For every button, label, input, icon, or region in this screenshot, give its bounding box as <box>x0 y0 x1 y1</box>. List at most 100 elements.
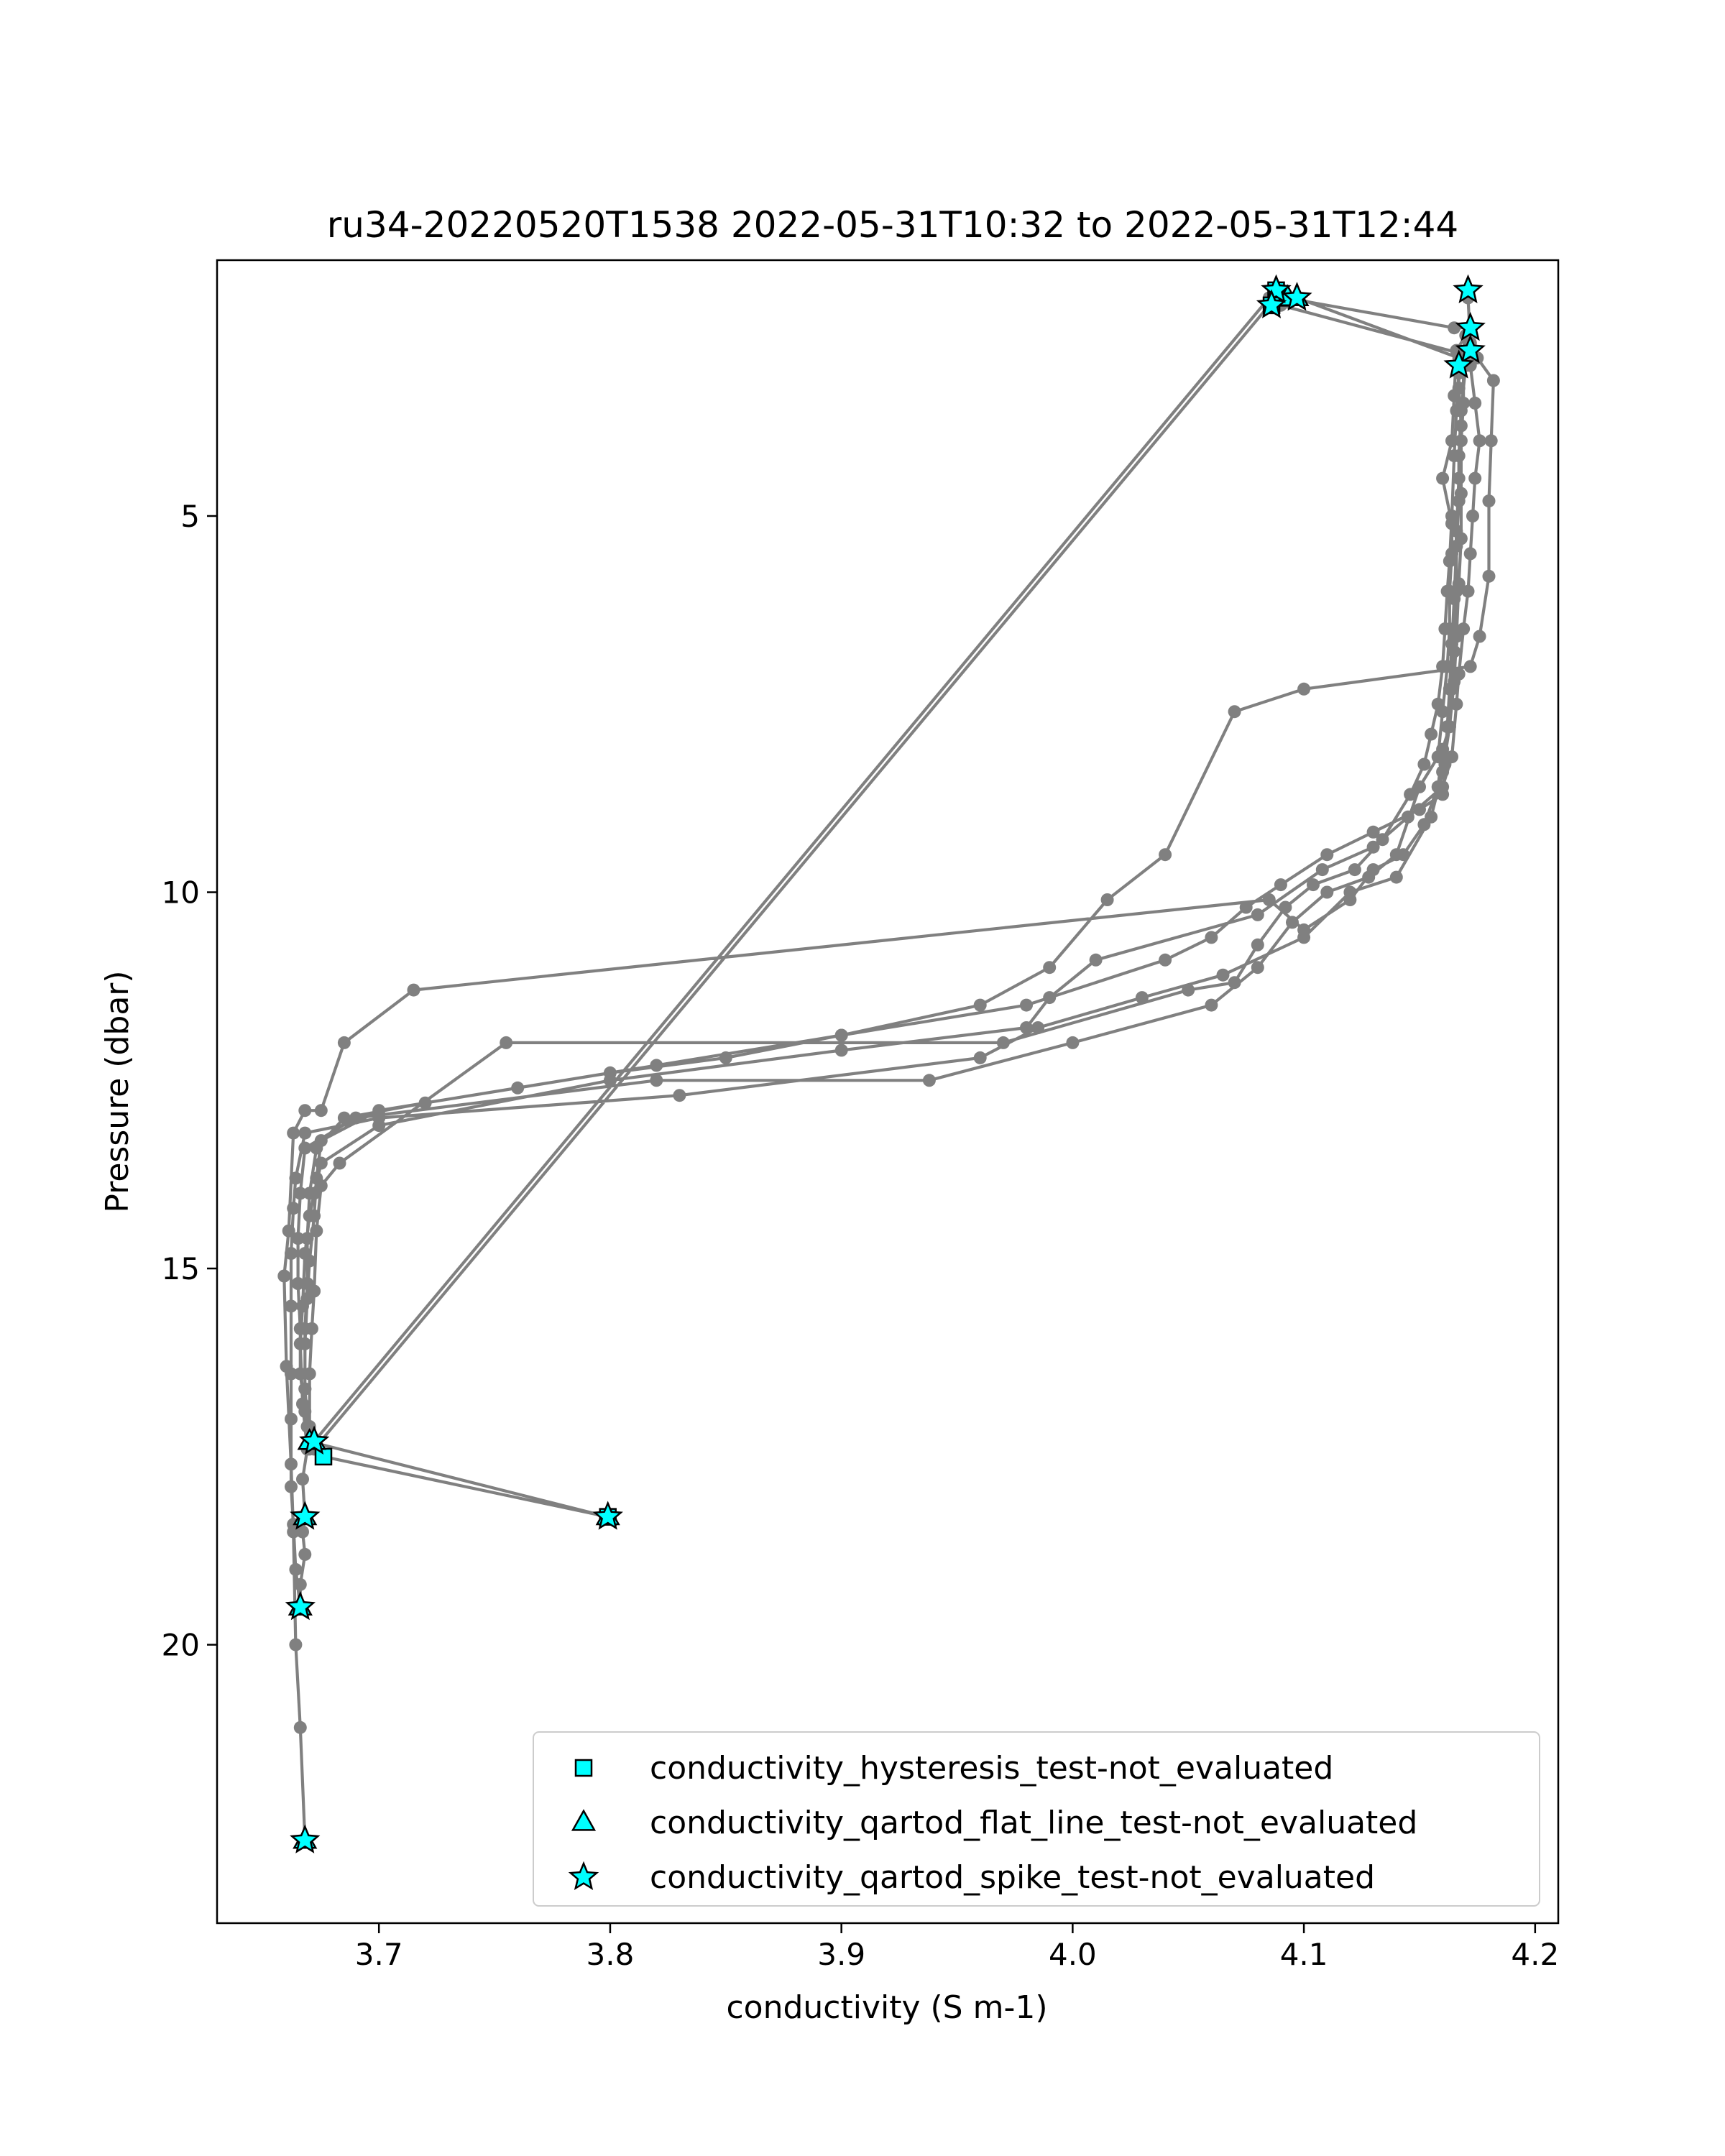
x-axis: 3.7 3.8 3.9 4.0 4.1 4.2 <box>355 1923 1559 1972</box>
data-point <box>1089 953 1103 967</box>
data-point <box>337 1036 351 1049</box>
spike-flag-marker <box>1282 282 1312 311</box>
data-point <box>293 1187 307 1200</box>
data-point <box>1443 554 1456 568</box>
data-point <box>1320 848 1334 862</box>
data-point <box>1450 539 1463 553</box>
data-point <box>1417 757 1431 771</box>
data-point <box>285 1412 298 1426</box>
data-point <box>1228 976 1241 990</box>
data-point <box>303 1367 316 1381</box>
data-point <box>650 1059 663 1072</box>
y-tick-label: 20 <box>162 1628 200 1663</box>
spike-flag-marker <box>1455 334 1486 364</box>
data-point <box>296 1525 309 1539</box>
data-point <box>314 1156 328 1170</box>
data-point <box>407 983 420 997</box>
data-point <box>1274 878 1287 892</box>
data-point <box>308 1187 321 1200</box>
data-point <box>1440 720 1454 734</box>
data-point <box>1445 637 1458 650</box>
data-point <box>1043 961 1057 975</box>
data-point <box>298 1337 312 1350</box>
data-point <box>1320 885 1334 899</box>
x-tick-label: 3.9 <box>817 1937 865 1972</box>
data-point <box>289 1171 303 1185</box>
spike-flag-marker <box>1453 274 1484 303</box>
data-point <box>293 1720 307 1734</box>
y-axis-label: Pressure (dbar) <box>99 970 136 1212</box>
spike-flag-marker <box>592 1501 623 1530</box>
data-point <box>282 1224 295 1238</box>
data-point <box>1159 953 1172 967</box>
data-point <box>1297 931 1311 944</box>
data-point <box>1452 494 1466 508</box>
data-point <box>1436 660 1450 673</box>
x-axis-label: conductivity (S m-1) <box>726 1989 1047 2026</box>
data-point <box>1251 908 1264 921</box>
y-axis: 5 10 15 20 <box>162 499 217 1663</box>
hysteresis-flag-marker <box>314 1447 333 1466</box>
data-point <box>1389 848 1403 862</box>
data-point <box>1454 419 1468 433</box>
data-point <box>1452 471 1466 485</box>
data-point <box>1315 863 1329 877</box>
data-point <box>1461 584 1475 598</box>
data-point <box>1450 697 1463 711</box>
data-point <box>1251 961 1264 975</box>
data-point <box>1445 510 1458 522</box>
data-point <box>1031 1021 1045 1034</box>
data-point <box>650 1074 663 1087</box>
data-point <box>1425 727 1438 741</box>
data-point <box>1043 991 1057 1005</box>
data-point <box>1448 592 1461 606</box>
data-point <box>285 1299 298 1313</box>
data-point <box>285 1367 298 1381</box>
data-point <box>296 1473 309 1486</box>
data-point <box>285 1480 298 1493</box>
data-point <box>1482 569 1496 583</box>
data-point <box>1279 900 1292 914</box>
data-point <box>1466 510 1479 522</box>
data-point <box>1159 848 1172 862</box>
data-point <box>511 1081 525 1095</box>
data-point <box>603 1074 617 1087</box>
axes-frame <box>216 259 1560 1925</box>
data-point <box>298 1547 312 1561</box>
plot-area <box>277 274 1500 1853</box>
data-point <box>291 1232 305 1245</box>
data-point <box>1401 810 1414 824</box>
data-point <box>1436 471 1450 485</box>
legend-label: conductivity_hysteresis_test-not_evaluat… <box>650 1750 1333 1787</box>
data-point <box>1436 788 1450 801</box>
legend-marker-triangle <box>571 1809 597 1831</box>
data-point <box>1100 893 1114 906</box>
data-point <box>1482 494 1496 508</box>
legend-marker-star <box>568 1861 599 1891</box>
data-point <box>1438 622 1452 636</box>
data-point <box>1473 630 1486 643</box>
data-point <box>1366 840 1380 854</box>
data-point <box>834 1028 848 1042</box>
data-point <box>372 1104 386 1118</box>
spike-flag-marker <box>298 1425 330 1455</box>
data-point <box>349 1111 362 1125</box>
data-point <box>1348 863 1361 877</box>
spike-flag-marker <box>285 1590 316 1621</box>
spike-flag-marker <box>1443 349 1474 379</box>
data-point <box>1376 833 1389 847</box>
data-point <box>1438 757 1452 771</box>
data-point <box>1454 404 1468 418</box>
data-point <box>300 1291 314 1305</box>
data-point <box>1020 1021 1033 1034</box>
data-point <box>1343 885 1357 899</box>
data-point <box>1452 577 1466 591</box>
data-point <box>1297 682 1311 696</box>
y-tick-label: 10 <box>162 875 200 911</box>
data-point <box>277 1269 291 1283</box>
data-point <box>291 1277 305 1290</box>
data-point <box>1362 870 1376 884</box>
data-point <box>310 1224 323 1238</box>
spike-flag-marker <box>290 1501 321 1530</box>
